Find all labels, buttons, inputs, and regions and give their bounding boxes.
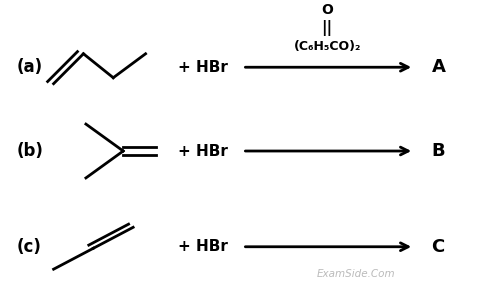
Text: C: C — [432, 238, 444, 256]
Text: (b): (b) — [16, 142, 43, 160]
Text: + HBr: + HBr — [178, 239, 228, 254]
Text: (c): (c) — [16, 238, 41, 256]
Text: (a): (a) — [16, 58, 42, 76]
Text: + HBr: + HBr — [178, 143, 228, 159]
Text: O: O — [321, 3, 333, 18]
Text: ||: || — [322, 20, 332, 36]
Text: B: B — [432, 142, 445, 160]
Text: A: A — [432, 58, 446, 76]
Text: ExamSide.Com: ExamSide.Com — [317, 269, 396, 279]
Text: (C₆H₅CO)₂: (C₆H₅CO)₂ — [294, 40, 361, 53]
Text: + HBr: + HBr — [178, 60, 228, 75]
